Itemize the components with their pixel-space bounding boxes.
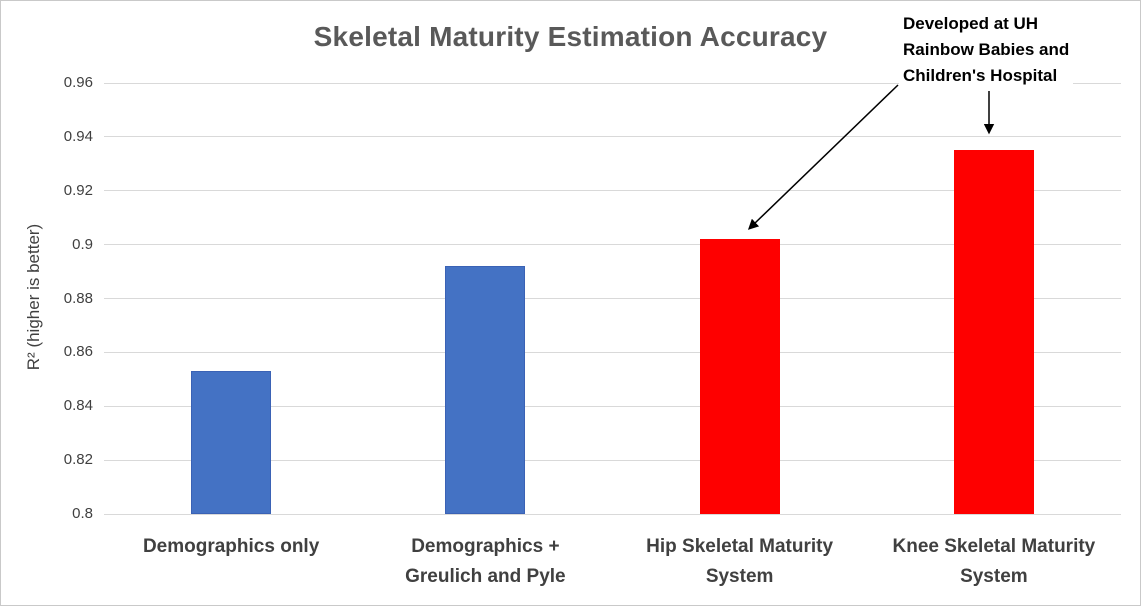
- gridline: [104, 405, 1121, 407]
- gridline: [104, 513, 1121, 515]
- y-tick-label: 0.8: [72, 505, 93, 522]
- annotation-line: Developed at UH: [903, 14, 1039, 33]
- annotation-callout: Developed at UH Rainbow Babies and Child…: [899, 11, 1074, 91]
- gridline: [104, 298, 1121, 299]
- bar: [953, 150, 1034, 514]
- bar: [191, 371, 272, 514]
- gridline: [104, 190, 1121, 192]
- gridline: [104, 136, 1121, 138]
- bar: [445, 266, 526, 514]
- y-tick-label: 0.94: [63, 127, 93, 145]
- gridline: [104, 244, 1121, 246]
- annotation-line: Children's Hospital: [903, 66, 1058, 85]
- x-axis-label: Demographics only: [142, 536, 320, 557]
- gridline: [104, 82, 1121, 84]
- y-tick-label: 0.82: [63, 451, 93, 469]
- x-axis-label: Demographics + Greulich and Pyle: [405, 536, 566, 587]
- y-tick-label: 0.96: [63, 74, 93, 91]
- annotation-line: Rainbow Babies and: [903, 40, 1070, 59]
- y-tick-label: 0.84: [63, 397, 93, 415]
- x-axis-label: Knee Skeletal Maturity System: [892, 536, 1096, 587]
- y-tick-label: 0.88: [63, 289, 93, 307]
- gridline: [104, 459, 1121, 461]
- arrow-to-hip-bar: [747, 84, 899, 230]
- y-tick-label: 0.9: [72, 235, 93, 253]
- x-axis-label: Hip Skeletal Maturity System: [646, 536, 834, 587]
- bar: [699, 239, 780, 514]
- gridline: [104, 351, 1121, 353]
- y-tick-label: 0.86: [63, 343, 93, 361]
- chart-title: Skeletal Maturity Estimation Accuracy: [313, 21, 828, 52]
- y-tick-label: 0.92: [63, 181, 93, 199]
